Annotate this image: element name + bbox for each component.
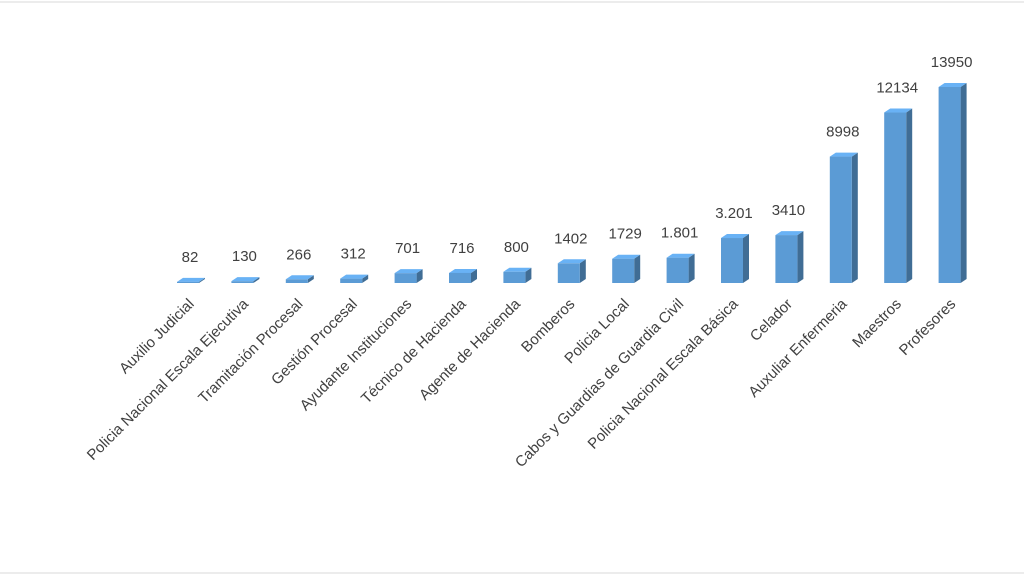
bar [666,257,689,283]
data-label: 3.201 [715,205,753,222]
bar [829,156,852,283]
bar-top [285,275,314,280]
bar-top [721,234,749,239]
data-label: 8998 [826,124,859,141]
x-tick-label: Celador [747,296,796,345]
bar-top [938,83,967,87]
bar-3d [285,275,314,283]
data-label: 800 [504,239,529,256]
bar-side [525,267,532,283]
bar-3d [177,277,205,283]
data-label: 266 [286,246,311,263]
bar-top [449,268,477,273]
bar-side [199,277,205,283]
bar [231,281,254,283]
bar-top [394,269,423,274]
bar-3d [612,254,641,283]
bar [340,278,363,283]
bar-top [829,152,858,157]
bar-side [851,152,858,283]
bar [285,279,308,283]
bar-top [775,231,804,236]
bar [721,238,743,283]
bar [503,271,526,283]
data-label: 1.801 [661,225,699,242]
bar-side [307,275,314,283]
data-label: 1729 [609,226,642,243]
bar [557,263,580,283]
bar-side [253,277,260,283]
bar-3d [503,267,532,283]
bar-side [471,268,477,283]
bar-3d [394,269,423,283]
bar [938,87,961,283]
bar-3d [231,277,260,283]
bar-side [416,269,423,283]
data-label: 701 [395,240,420,257]
bar-top [884,108,913,113]
bar-side [579,259,586,283]
bar-top [340,274,369,279]
bar-top [666,253,695,258]
bar-3d [938,83,967,283]
bar-3d [721,234,749,283]
bar-top [503,267,532,272]
data-label: 13950 [931,54,973,71]
x-tick-label: Técnico de Hacienda [358,295,470,407]
bar-side [634,254,641,283]
data-label: 82 [182,249,199,266]
x-tick-label: Maestros [849,296,905,352]
data-label: 1402 [554,230,587,247]
bar-top [231,277,260,282]
bar-3d [340,274,369,283]
bar-3d [775,231,804,283]
bar [612,258,635,283]
bar [449,272,471,283]
x-tick-label: Auxuliar Enfermeria [745,295,851,401]
bar-side [797,231,804,283]
bar-3d [449,268,477,283]
bar-side [906,108,913,283]
data-label: 12134 [876,80,918,97]
bar [177,281,199,283]
bar-3d [829,152,858,283]
data-label: 3410 [772,202,805,219]
bar [775,235,798,283]
bar-side [960,83,967,283]
data-label: 312 [341,246,366,263]
bar-side [362,274,369,283]
x-tick-label: Tramitación Procesal [195,296,306,407]
bar-top [557,259,586,264]
data-label: 716 [449,240,474,257]
bar-side [743,234,749,283]
x-tick-label: Profesores [896,296,959,359]
bar-side [688,253,695,283]
bar-3d [557,259,586,283]
bar-3d [666,253,695,283]
bar-3d [884,108,913,283]
bar-top [177,277,205,282]
bar [394,273,417,283]
x-tick-label: Agente de Hacienda [416,295,525,404]
bar [884,112,907,283]
bar-top [612,254,641,259]
data-label: 130 [232,248,257,265]
